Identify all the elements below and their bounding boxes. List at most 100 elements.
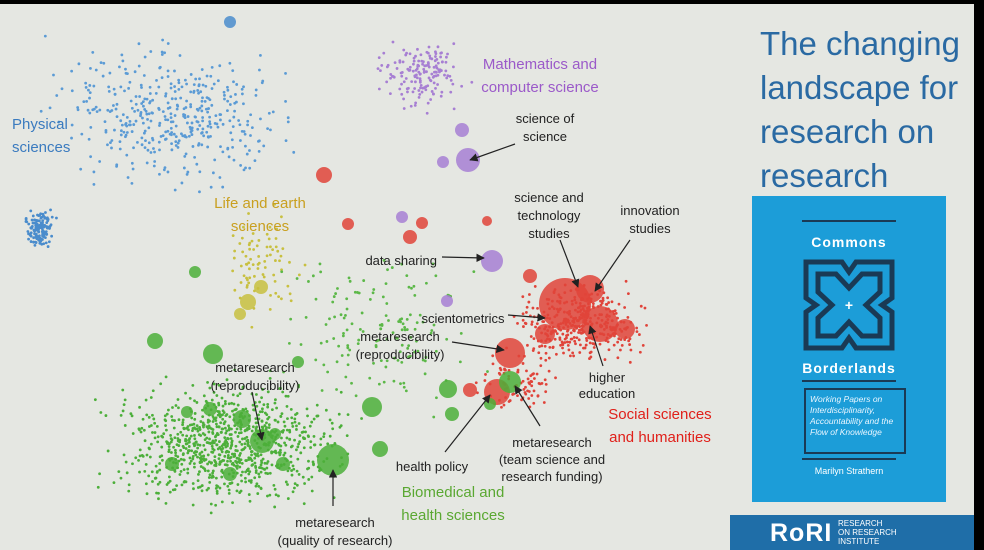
dot (245, 439, 249, 443)
dot (398, 87, 402, 91)
dot (524, 392, 528, 396)
dot (211, 447, 215, 451)
dot (184, 480, 188, 484)
dot (224, 445, 228, 449)
dot (198, 452, 202, 456)
dot (254, 88, 258, 92)
dot (569, 354, 572, 358)
bubble (535, 324, 555, 344)
dot (226, 484, 230, 488)
dot (179, 430, 183, 434)
dot (302, 426, 306, 429)
dot (301, 475, 305, 479)
dot (152, 164, 156, 168)
dot (295, 483, 299, 487)
dot (277, 442, 280, 446)
dot (382, 51, 386, 55)
dot (110, 139, 114, 142)
dot (170, 97, 174, 101)
dot (197, 472, 200, 476)
dot (268, 471, 272, 475)
dot (409, 104, 413, 108)
dot (199, 457, 203, 461)
dot (239, 164, 243, 167)
dot (426, 61, 430, 64)
dot (223, 426, 227, 430)
dot (399, 382, 402, 386)
dot (103, 120, 107, 124)
dot (232, 80, 235, 84)
dot (195, 450, 199, 454)
dot (234, 444, 238, 448)
dot (286, 417, 289, 420)
dot (181, 418, 185, 422)
dot (284, 139, 288, 143)
dot (538, 345, 541, 348)
dot (139, 114, 142, 118)
dot (418, 313, 422, 317)
dot (173, 469, 177, 473)
dot (125, 124, 129, 128)
dot (256, 452, 259, 455)
dot (169, 112, 173, 116)
dot (164, 92, 168, 96)
dot (166, 75, 170, 78)
dot (257, 261, 261, 265)
dot (175, 484, 179, 488)
dot (284, 71, 287, 75)
dot (320, 389, 324, 392)
dot (208, 437, 211, 441)
bubble (250, 429, 274, 453)
dot (144, 398, 148, 402)
dot (233, 368, 237, 372)
dot (408, 65, 412, 69)
dot (269, 245, 272, 249)
dot (523, 321, 527, 325)
dot (187, 449, 191, 452)
dot (29, 226, 33, 230)
dot (641, 343, 645, 347)
dot (145, 492, 149, 496)
dot (295, 277, 299, 280)
dot (187, 440, 191, 444)
dot (115, 102, 119, 106)
dot (585, 339, 589, 342)
dot (399, 71, 403, 75)
dot (280, 215, 283, 219)
dot (195, 401, 199, 404)
bubble (456, 148, 480, 172)
dot (571, 351, 575, 355)
dot (170, 451, 173, 454)
dot (215, 489, 219, 493)
dot (310, 489, 314, 493)
dot (635, 330, 639, 333)
dot (230, 462, 234, 466)
dot (405, 328, 409, 331)
dot (318, 262, 322, 266)
dot (36, 235, 40, 239)
dot (221, 150, 225, 154)
dot (346, 346, 350, 350)
dot (385, 337, 389, 341)
dot (216, 433, 220, 437)
dot (297, 422, 301, 425)
dot (211, 171, 215, 175)
dot (221, 185, 225, 189)
dot (525, 369, 528, 373)
dot (224, 438, 228, 442)
bubble (396, 211, 408, 223)
dot (181, 444, 185, 448)
dot (336, 287, 339, 290)
dot (269, 293, 272, 297)
dot (385, 65, 389, 69)
dot (371, 291, 375, 295)
dot (230, 401, 234, 405)
dot (413, 350, 417, 354)
dot (344, 375, 348, 379)
dot (299, 451, 303, 455)
dot (257, 413, 260, 417)
dot (288, 428, 292, 432)
dot (290, 416, 294, 420)
dot (200, 109, 204, 113)
